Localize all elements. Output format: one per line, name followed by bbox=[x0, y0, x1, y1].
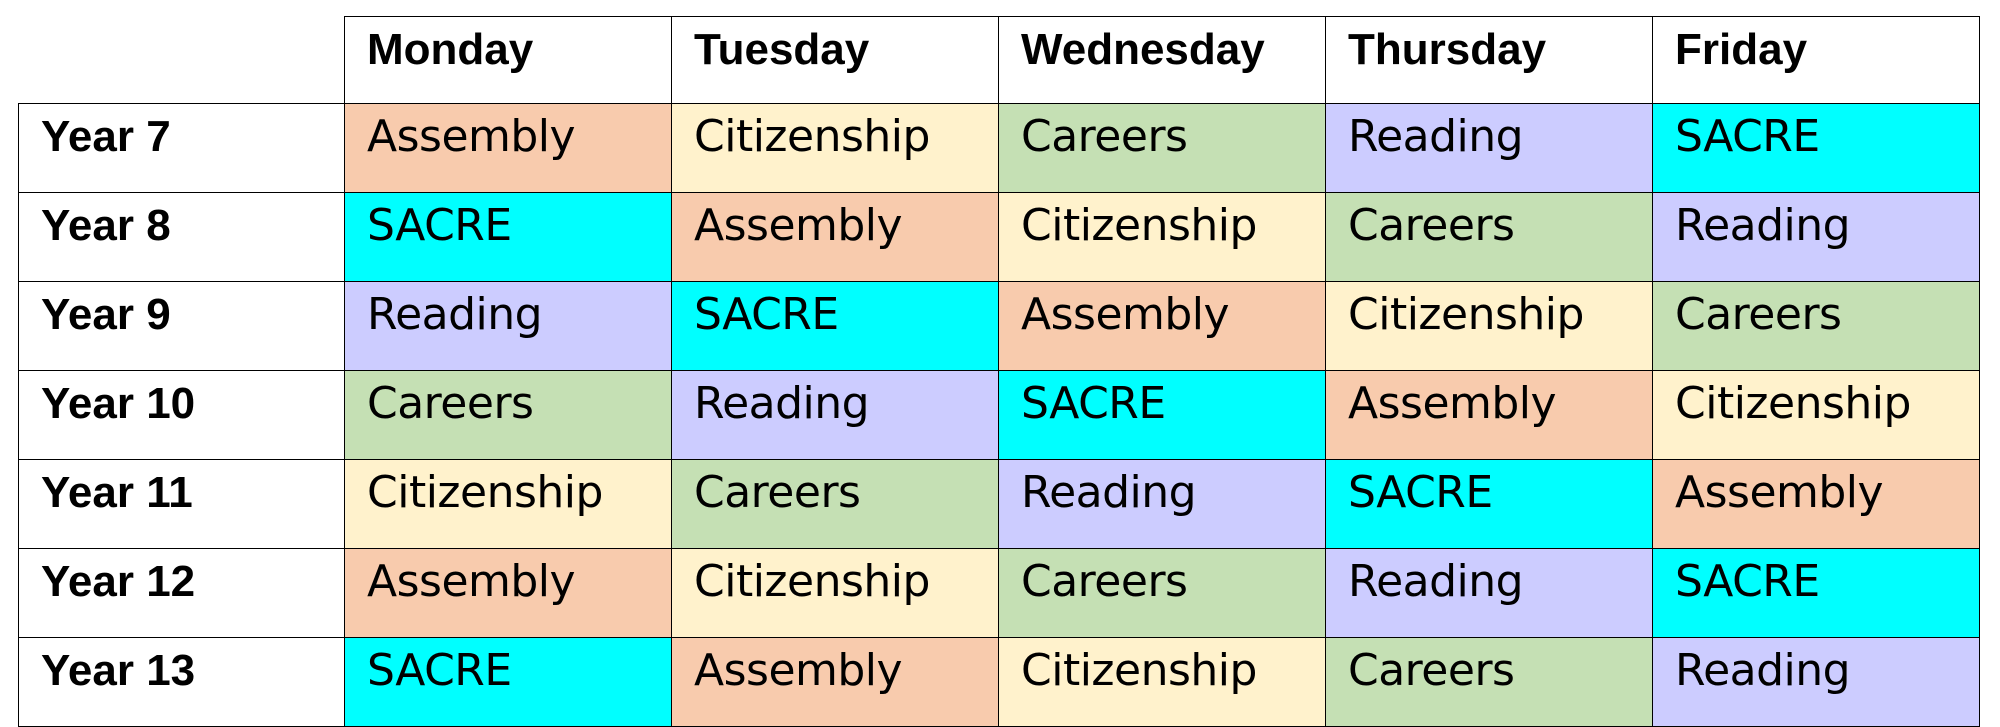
subject-cell: Reading bbox=[1652, 637, 1980, 727]
year-label: Year 10 bbox=[18, 370, 345, 460]
subject-cell: Reading bbox=[344, 281, 672, 371]
subject-cell: Assembly bbox=[998, 281, 1326, 371]
table-row: Year 8 SACRE Assembly Citizenship Career… bbox=[18, 192, 1980, 282]
year-label: Year 11 bbox=[18, 459, 345, 549]
day-header-row: Monday Tuesday Wednesday Thursday Friday bbox=[18, 16, 1980, 104]
year-label: Year 12 bbox=[18, 548, 345, 638]
year-label: Year 7 bbox=[18, 103, 345, 193]
subject-cell: Assembly bbox=[671, 192, 999, 282]
subject-cell: Assembly bbox=[1652, 459, 1980, 549]
table-row: Year 10 Careers Reading SACRE Assembly C… bbox=[18, 370, 1980, 460]
subject-cell: Reading bbox=[1652, 192, 1980, 282]
subject-cell: Citizenship bbox=[671, 548, 999, 638]
year-label: Year 8 bbox=[18, 192, 345, 282]
subject-cell: Careers bbox=[1325, 637, 1653, 727]
subject-cell: Assembly bbox=[344, 548, 672, 638]
subject-cell: Assembly bbox=[344, 103, 672, 193]
subject-cell: Reading bbox=[671, 370, 999, 460]
day-header-wednesday: Wednesday bbox=[998, 16, 1326, 104]
subject-cell: Careers bbox=[998, 548, 1326, 638]
subject-cell: SACRE bbox=[1325, 459, 1653, 549]
subject-cell: Careers bbox=[998, 103, 1326, 193]
table-row: Year 13 SACRE Assembly Citizenship Caree… bbox=[18, 637, 1980, 727]
subject-cell: Citizenship bbox=[998, 192, 1326, 282]
subject-cell: SACRE bbox=[671, 281, 999, 371]
subject-cell: Citizenship bbox=[344, 459, 672, 549]
year-label: Year 9 bbox=[18, 281, 345, 371]
subject-cell: Careers bbox=[1325, 192, 1653, 282]
subject-cell: Careers bbox=[1652, 281, 1980, 371]
year-label: Year 13 bbox=[18, 637, 345, 727]
subject-cell: Reading bbox=[1325, 548, 1653, 638]
timetable: Monday Tuesday Wednesday Thursday Friday… bbox=[18, 16, 1980, 727]
subject-cell: Assembly bbox=[671, 637, 999, 727]
table-row: Year 12 Assembly Citizenship Careers Rea… bbox=[18, 548, 1980, 638]
subject-cell: Reading bbox=[1325, 103, 1653, 193]
subject-cell: SACRE bbox=[998, 370, 1326, 460]
day-header-thursday: Thursday bbox=[1325, 16, 1653, 104]
subject-cell: SACRE bbox=[344, 637, 672, 727]
subject-cell: SACRE bbox=[344, 192, 672, 282]
subject-cell: SACRE bbox=[1652, 103, 1980, 193]
table-row: Year 7 Assembly Citizenship Careers Read… bbox=[18, 103, 1980, 193]
subject-cell: Reading bbox=[998, 459, 1326, 549]
subject-cell: Citizenship bbox=[1652, 370, 1980, 460]
subject-cell: Careers bbox=[671, 459, 999, 549]
corner-cell bbox=[18, 16, 345, 104]
day-header-friday: Friday bbox=[1652, 16, 1980, 104]
subject-cell: SACRE bbox=[1652, 548, 1980, 638]
subject-cell: Assembly bbox=[1325, 370, 1653, 460]
day-header-tuesday: Tuesday bbox=[671, 16, 999, 104]
day-header-monday: Monday bbox=[344, 16, 672, 104]
table-row: Year 11 Citizenship Careers Reading SACR… bbox=[18, 459, 1980, 549]
subject-cell: Citizenship bbox=[998, 637, 1326, 727]
subject-cell: Careers bbox=[344, 370, 672, 460]
subject-cell: Citizenship bbox=[671, 103, 999, 193]
table-row: Year 9 Reading SACRE Assembly Citizenshi… bbox=[18, 281, 1980, 371]
subject-cell: Citizenship bbox=[1325, 281, 1653, 371]
